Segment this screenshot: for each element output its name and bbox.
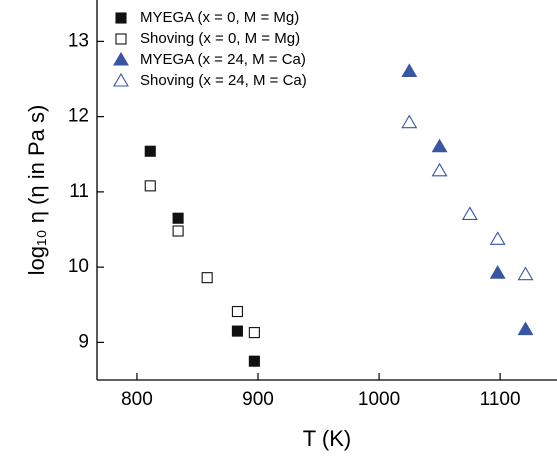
y-tick-label: 13 [68,30,89,51]
marker [401,114,418,129]
marker [231,325,243,337]
y-axis-label: log₁₀ η (η in Pa s) [24,105,49,276]
marker [431,162,448,177]
y-tick-label: 9 [78,331,89,352]
marker [517,321,534,336]
y-tick-label: 12 [68,106,89,127]
marker [144,145,156,157]
y-tick-label: 10 [68,256,89,277]
marker [401,63,418,78]
marker [231,305,243,318]
marker [172,212,184,224]
legend-marker [115,33,127,45]
marker [144,180,156,192]
legend-marker [113,51,129,66]
marker [248,327,260,339]
marker [172,225,184,237]
marker [201,272,213,284]
x-axis-label: T (K) [303,426,351,451]
legend-label: Shoving (x = 0, M = Mg) [140,30,300,47]
x-tick-label: 1000 [358,389,400,410]
x-tick-label: 900 [242,389,274,410]
marker [489,265,506,279]
y-tick-label: 11 [69,181,89,202]
marker [248,355,260,367]
marker [461,206,478,221]
legend-marker [113,72,129,87]
marker [431,138,448,153]
legend-label: Shoving (x = 24, M = Ca) [140,72,307,89]
marker [489,231,506,245]
x-tick-label: 800 [121,389,153,410]
marker [517,266,534,281]
legend-label: MYEGA (x = 0, M = Mg) [140,9,299,26]
legend-marker [115,12,127,24]
legend-label: MYEGA (x = 24, M = Ca) [140,51,306,68]
x-tick-label: 1100 [480,389,521,410]
